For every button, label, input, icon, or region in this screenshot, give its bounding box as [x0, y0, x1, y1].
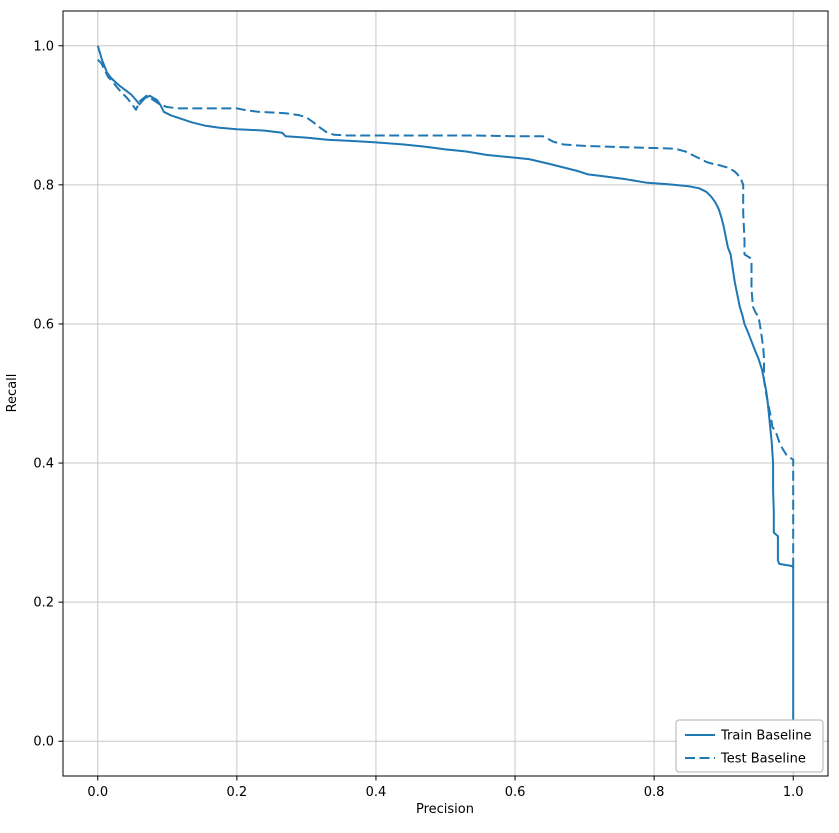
series-line-0 [96, 45, 795, 721]
y-tick-label: 0.8 [33, 178, 54, 193]
series-layer [96, 45, 795, 721]
legend-box [675, 719, 824, 773]
y-tick-label: 0.0 [33, 735, 54, 750]
y-tick-label: 1.0 [33, 39, 54, 54]
x-tick-label: 0.4 [366, 785, 387, 800]
x-axis-label: Precision [416, 802, 474, 817]
y-tick-label: 0.4 [33, 457, 54, 472]
y-tick-label: 0.2 [33, 596, 54, 611]
x-tick-label: 0.6 [505, 785, 526, 800]
y-axis-label: Recall [5, 374, 20, 413]
x-tick-label: 1.0 [783, 785, 804, 800]
series-line-1 [97, 58, 795, 568]
x-tick-label: 0.8 [644, 785, 665, 800]
axes-layer: 0.0 0.2 0.4 0.6 0.8 1.0 0.0 0.2 0.4 0.6 0.8 1.0 [33, 10, 829, 800]
legend-label-1: Test Baseline [720, 752, 806, 767]
legend-label-0: Train Baseline [720, 729, 811, 744]
y-tick-label: 0.6 [33, 317, 54, 332]
axes-frame [62, 10, 829, 777]
x-tick-label: 0.2 [227, 785, 248, 800]
legend: Train Baseline Test Baseline [675, 719, 824, 773]
grid-layer [63, 11, 828, 776]
x-tick-label: 0.0 [87, 785, 108, 800]
